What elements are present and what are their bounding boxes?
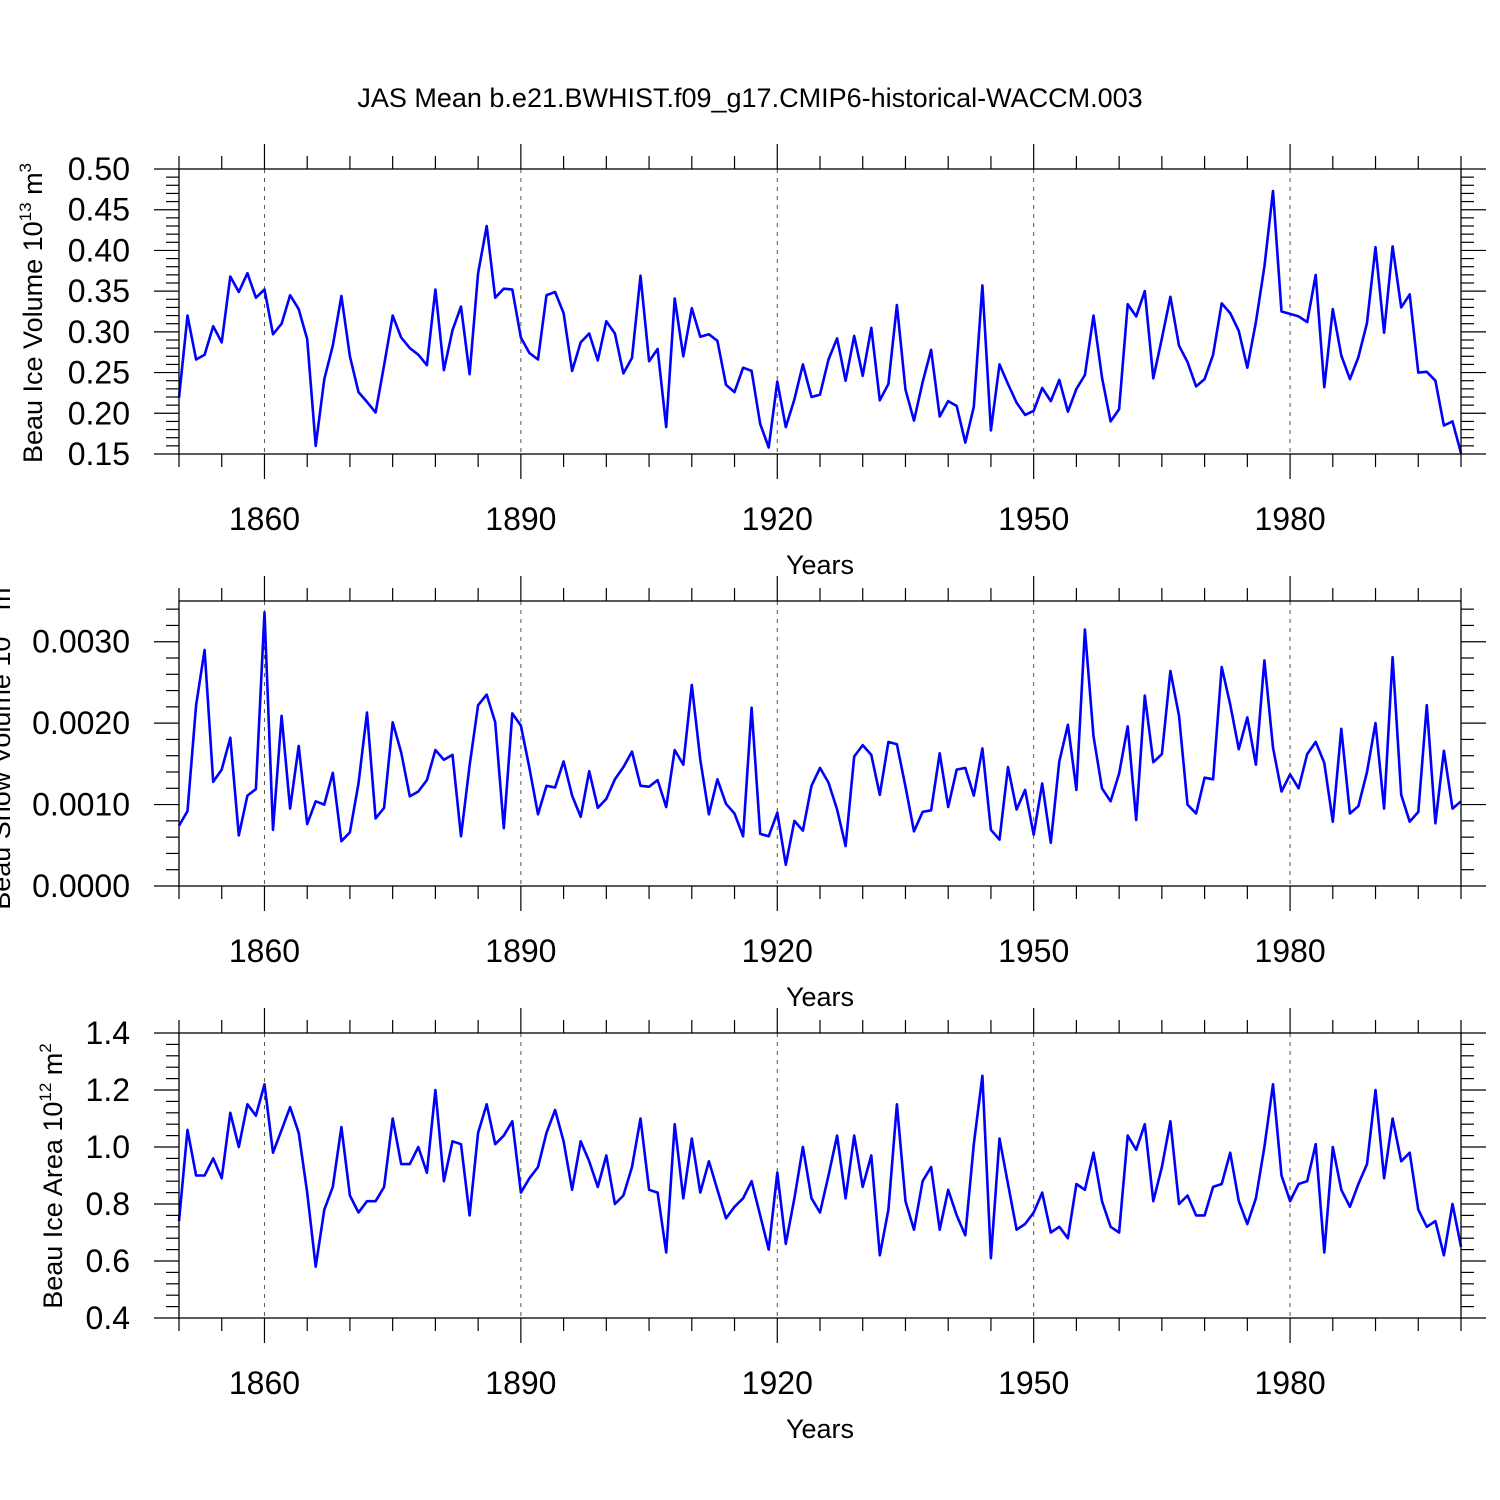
y-tick-label: 0.0020: [32, 705, 130, 741]
series-line-ice-volume: [177, 189, 1463, 454]
panel-ice-volume: Beau Ice Volume 1013 m3 Years 1860 1890 19…: [16, 144, 1486, 580]
series-line-snow-volume: [177, 611, 1462, 867]
plot-frame: [178, 600, 1462, 887]
chart-title: JAS Mean b.e21.BWHIST.f09_g17.CMIP6-hist…: [357, 83, 1142, 113]
y-tick-label: 0.40: [68, 232, 130, 268]
x-tick-label: 1950: [998, 933, 1069, 969]
xlabel-snow-volume: Years: [786, 982, 854, 1012]
x-tick-label: 1980: [1254, 933, 1325, 969]
x-tick-label: 1980: [1254, 1365, 1325, 1401]
y-tick-label: 0.0000: [32, 868, 130, 904]
x-tick-label: 1980: [1254, 501, 1325, 537]
x-tick-label: 1920: [742, 501, 813, 537]
panel-ice-area: Beau Ice Area 1012 m2 Years 1860 1890 1920…: [36, 1008, 1486, 1444]
ylabel-ice-volume: Beau Ice Volume 1013 m3: [16, 163, 48, 463]
y-tick-label: 0.35: [68, 273, 130, 309]
x-tick-label: 1890: [485, 1365, 556, 1401]
xlabel-ice-area: Years: [786, 1414, 854, 1444]
y-tick-label: 0.6: [86, 1243, 130, 1279]
y-tick-label: 0.8: [86, 1186, 130, 1222]
y-tick-label: 0.20: [68, 395, 130, 431]
x-tick-label: 1890: [485, 501, 556, 537]
y-tick-label: 0.0030: [32, 624, 130, 660]
plot-frame: [178, 168, 1462, 455]
x-tick-label: 1950: [998, 501, 1069, 537]
x-tick-label: 1890: [485, 933, 556, 969]
y-tick-label: 0.4: [86, 1300, 130, 1336]
ylabel-snow-volume: Beau Snow Volume 1013 m3: [0, 578, 16, 910]
x-tick-label: 1860: [229, 501, 300, 537]
y-tick-label: 0.50: [68, 151, 130, 187]
y-tick-label: 1.2: [86, 1072, 130, 1108]
panel-snow-volume: Beau Snow Volume 1013 m3 Years 1860 1890 1…: [0, 576, 1486, 1012]
x-tick-label: 1950: [998, 1365, 1069, 1401]
y-tick-label: 0.30: [68, 314, 130, 350]
y-tick-label: 1.0: [86, 1129, 130, 1165]
series-line-ice-area: [177, 1074, 1463, 1268]
x-tick-label: 1860: [229, 1365, 300, 1401]
y-tick-label: 1.4: [86, 1015, 130, 1051]
x-tick-label: 1920: [742, 1365, 813, 1401]
plot-frame: [178, 1032, 1462, 1319]
x-tick-label: 1860: [229, 933, 300, 969]
y-tick-label: 0.15: [68, 436, 130, 472]
y-tick-label: 0.25: [68, 355, 130, 391]
x-tick-label: 1920: [742, 933, 813, 969]
xlabel-ice-volume: Years: [786, 550, 854, 580]
y-tick-label: 0.0010: [32, 787, 130, 823]
y-tick-label: 0.45: [68, 192, 130, 228]
ylabel-ice-area: Beau Ice Area 1012 m2: [36, 1043, 68, 1309]
